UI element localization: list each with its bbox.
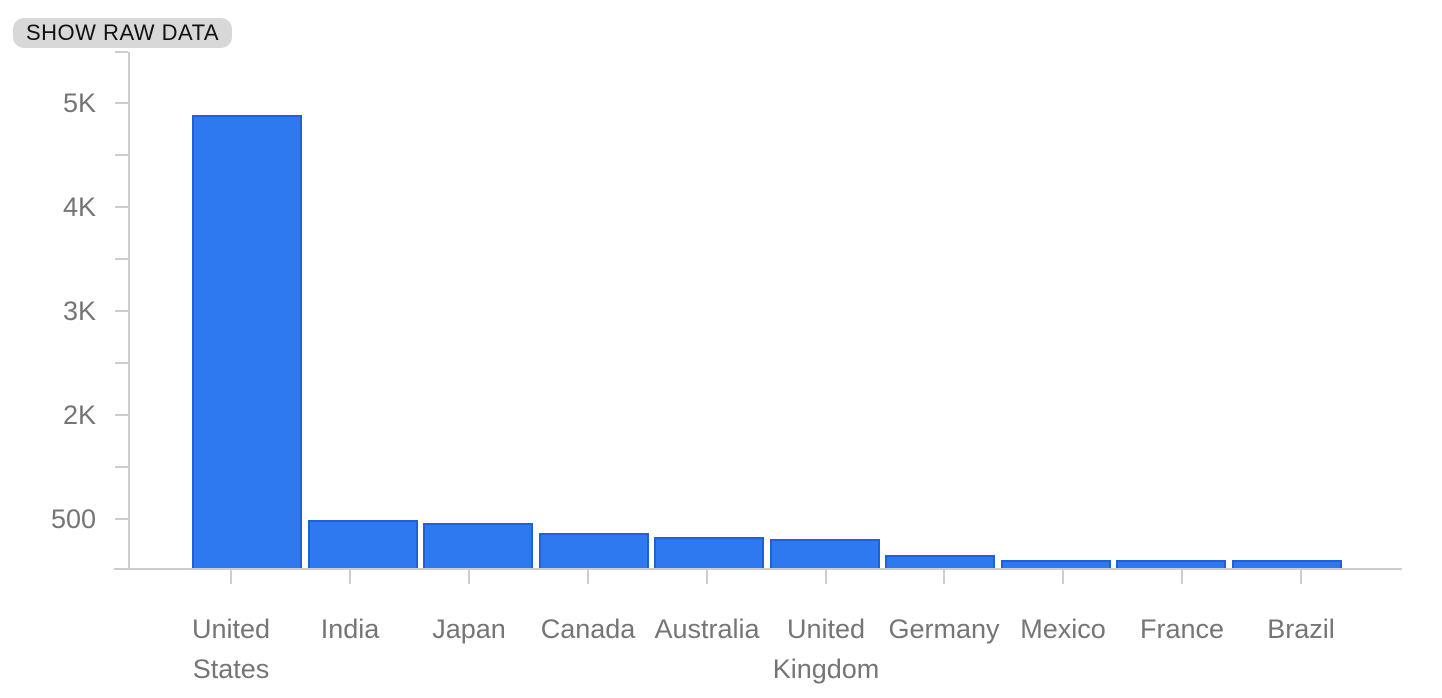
x-axis-label: Brazil: [1267, 614, 1335, 644]
bar-mexico[interactable]: [1001, 560, 1111, 568]
y-major-tick: [115, 102, 128, 104]
y-major-tick: [115, 414, 128, 416]
x-tick: [706, 569, 708, 584]
y-tick-label: 500: [50, 504, 96, 534]
x-tick: [468, 569, 470, 584]
y-major-tick: [115, 310, 128, 312]
x-tick: [825, 569, 827, 584]
x-axis-label: India: [320, 614, 380, 644]
y-minor-tick: [115, 51, 128, 53]
x-axis-label: Australia: [654, 614, 760, 644]
bar-france[interactable]: [1116, 560, 1226, 568]
x-axis-label: Mexico: [1020, 614, 1106, 644]
bar-japan[interactable]: [423, 523, 533, 568]
y-minor-tick: [115, 362, 128, 364]
y-tick-label: 4K: [62, 192, 96, 222]
x-tick: [587, 569, 589, 584]
x-axis-label: Canada: [540, 614, 636, 644]
y-minor-tick: [115, 154, 128, 156]
x-tick: [1181, 569, 1183, 584]
x-axis-label: Japan: [432, 614, 506, 644]
x-tick: [1062, 569, 1064, 584]
x-tick: [943, 569, 945, 584]
x-axis-label: United Kingdom: [772, 614, 880, 684]
y-major-tick: [115, 206, 128, 208]
bar-united-kingdom[interactable]: [770, 539, 880, 568]
show-raw-data-button[interactable]: SHOW RAW DATA: [13, 18, 233, 48]
y-major-tick: [115, 518, 128, 520]
x-tick: [349, 569, 351, 584]
x-axis-label: United States: [191, 614, 271, 684]
y-tick-label: 3K: [62, 296, 96, 326]
x-axis-label: France: [1139, 614, 1225, 644]
y-tick-label: 2K: [62, 400, 96, 430]
bar-germany[interactable]: [885, 555, 995, 568]
x-axis-line: [114, 568, 1402, 570]
x-axis-label: Germany: [888, 614, 1000, 644]
x-tick: [230, 569, 232, 584]
bar-india[interactable]: [308, 520, 418, 568]
bar-brazil[interactable]: [1232, 560, 1342, 568]
bar-united-states[interactable]: [192, 115, 302, 568]
y-minor-tick: [115, 466, 128, 468]
y-axis-line: [128, 52, 130, 568]
bar-australia[interactable]: [654, 537, 764, 568]
y-minor-tick: [115, 258, 128, 260]
x-tick: [1300, 569, 1302, 584]
y-tick-label: 5K: [62, 88, 96, 118]
bar-canada[interactable]: [539, 533, 649, 568]
